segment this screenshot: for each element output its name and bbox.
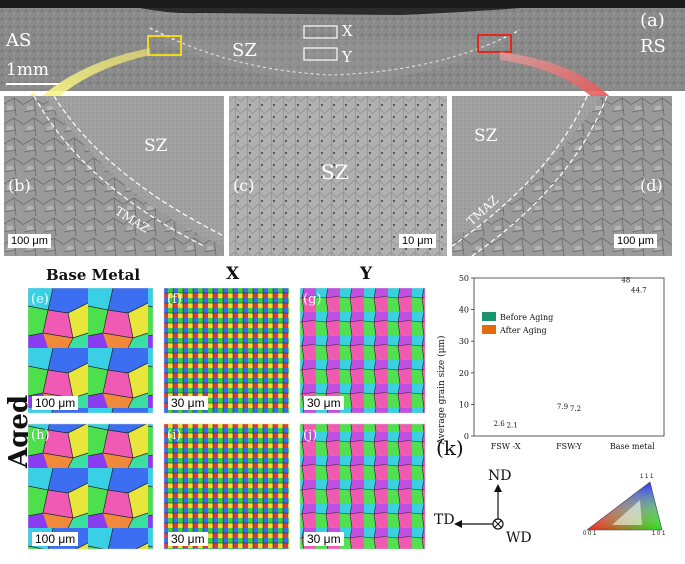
td-arrowhead xyxy=(454,520,462,528)
panel-d-letter: (d) xyxy=(640,176,663,195)
region-marker-y xyxy=(303,47,338,61)
sem-panel-d: SZ TMAZ (d) 100 μm xyxy=(452,96,672,256)
sz-label: SZ xyxy=(232,40,257,61)
chart-panel-letter: (k) xyxy=(436,436,464,460)
ebsd-map-e xyxy=(28,288,154,414)
ipf-001-label: 0 0 1 xyxy=(583,531,597,537)
panel-j-letter: (j) xyxy=(303,428,318,443)
panel-c-scale: 10 μm xyxy=(399,234,436,248)
panel-b-letter: (b) xyxy=(8,176,31,195)
panel-i-letter: (i) xyxy=(167,428,182,443)
x-label: X xyxy=(342,22,353,40)
chart-legend-swatch xyxy=(482,325,496,334)
panel-f-letter: (f) xyxy=(167,292,182,307)
chart-data-label: 48 xyxy=(621,276,630,284)
panel-j-scale: 30 μm xyxy=(304,532,344,546)
chart-y-tick-label: 40 xyxy=(459,306,469,315)
chart-data-label: 2.1 xyxy=(507,421,518,429)
panel-g-scale: 30 μm xyxy=(304,396,344,410)
grain-size-chart: 0 10 20 30 40 50 FSW -X 2.6 2.1 FSW-Y 7.9 7.2 Base … xyxy=(436,274,665,460)
wd-label: WD xyxy=(506,530,532,546)
panel-letter-a: (a) xyxy=(640,10,665,31)
panel-e-scale: 100 μm xyxy=(32,396,79,410)
ebsd-map-f xyxy=(163,288,290,414)
chart-y-tick-label: 20 xyxy=(459,369,469,378)
chart-y-tick-label: 50 xyxy=(459,274,469,283)
chart-data-label: 44.7 xyxy=(631,287,647,295)
sem-panel-c: SZ (c) 10 μm xyxy=(229,96,447,256)
td-label: TD xyxy=(434,512,455,528)
chart-plot-frame xyxy=(473,277,665,437)
ebsd-map-j xyxy=(299,423,426,550)
as-label: AS xyxy=(6,30,32,51)
panel-f-scale: 30 μm xyxy=(168,396,208,410)
region-marker-x xyxy=(303,25,338,39)
ebsd-map-h xyxy=(28,423,154,550)
chart-y-tick-label: 30 xyxy=(459,337,469,346)
region-marker-red xyxy=(477,34,512,53)
macrograph-panel-a: AS RS (a) 1mm SZ X Y xyxy=(0,0,685,91)
nd-arrowhead xyxy=(494,484,502,492)
panel-d-sz: SZ xyxy=(474,126,498,146)
chart-data-label: 7.9 xyxy=(557,403,568,411)
chart-x-tick-label: FSW -X xyxy=(491,442,521,451)
panel-b-scale: 100 μm xyxy=(8,234,51,248)
scale-bar-label: 1mm xyxy=(6,60,50,80)
rs-label: RS xyxy=(640,36,666,57)
ipf-color-key xyxy=(586,481,663,531)
ebsd-maps xyxy=(28,288,426,550)
panel-c-sz: SZ xyxy=(321,160,349,184)
col-title-base-metal: Base Metal xyxy=(46,266,141,284)
chart-legend-label: Before Aging xyxy=(500,313,553,322)
panel-d-scale: 100 μm xyxy=(614,234,657,248)
chart-y-tick-label: 0 xyxy=(464,432,469,441)
panel-i-scale: 30 μm xyxy=(168,532,208,546)
region-marker-yellow xyxy=(147,35,182,56)
sample-axes-diagram xyxy=(454,484,504,530)
ipf-111-label: 1 1 1 xyxy=(640,474,654,480)
panel-e-letter: (e) xyxy=(31,292,49,307)
col-title-x: X xyxy=(226,264,240,284)
panel-h-scale: 100 μm xyxy=(32,532,79,546)
sem-panel-b: SZ TMAZ (b) 100 μm xyxy=(4,96,224,256)
chart-data-label: 2.6 xyxy=(494,420,506,428)
chart-legend-swatch xyxy=(482,312,496,321)
panel-b-sz: SZ xyxy=(144,136,168,156)
panel-c-letter: (c) xyxy=(233,176,255,195)
y-label: Y xyxy=(342,48,352,66)
chart-legend-label: After Aging xyxy=(499,326,547,335)
panel-g-letter: (g) xyxy=(303,292,322,307)
ebsd-map-g xyxy=(299,288,426,414)
panel-h-letter: (h) xyxy=(31,428,50,443)
chart-x-tick-label: FSW-Y xyxy=(556,442,582,451)
nd-label: ND xyxy=(488,468,512,484)
ipf-101-label: 1 0 1 xyxy=(652,531,666,537)
chart-x-tick-label: Base metal xyxy=(610,442,655,451)
ebsd-map-i xyxy=(163,423,290,550)
col-title-y: Y xyxy=(360,264,373,284)
chart-data-label: 7.2 xyxy=(570,405,581,413)
chart-y-axis-label: Average grain size (μm) xyxy=(436,336,447,446)
macrograph-image xyxy=(0,0,685,91)
chart-y-tick-label: 10 xyxy=(459,400,469,409)
